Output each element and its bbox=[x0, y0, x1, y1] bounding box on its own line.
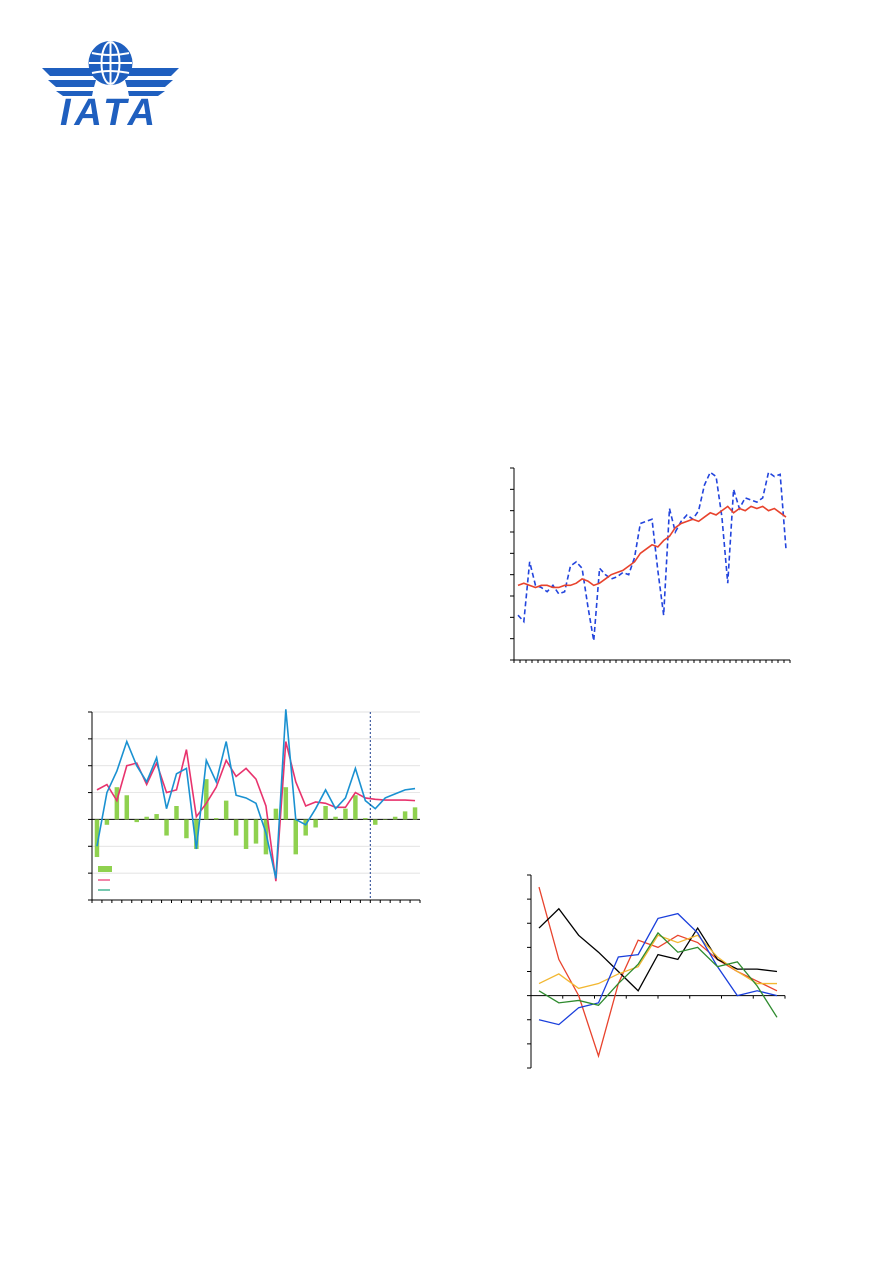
chart1-legend-bar-swatch bbox=[98, 866, 112, 872]
chart1-bar bbox=[273, 808, 279, 820]
chart1-bar bbox=[114, 787, 120, 820]
chart1-bar bbox=[392, 816, 398, 820]
chart1-bar bbox=[353, 795, 358, 820]
chart1-bar bbox=[104, 819, 110, 825]
chart3-series-line bbox=[538, 907, 778, 992]
chart1-bar bbox=[333, 816, 338, 820]
chart3-series-line bbox=[538, 934, 777, 990]
chart2-series-line bbox=[517, 470, 787, 641]
chart1-bar bbox=[373, 819, 378, 825]
chart1-bar bbox=[94, 819, 100, 858]
chart1-bar bbox=[184, 819, 189, 839]
chart3-axes bbox=[527, 874, 786, 1069]
chart1-bars bbox=[94, 779, 418, 858]
chart2-axes bbox=[510, 467, 791, 663]
chart2-lines bbox=[517, 470, 787, 641]
chart1-bar bbox=[204, 779, 209, 820]
chart1-bar bbox=[214, 818, 219, 820]
chart1-series-line bbox=[96, 709, 416, 879]
chart1-bar bbox=[233, 819, 239, 836]
chart1-bar bbox=[253, 819, 259, 844]
chart-bottom-right-lines bbox=[527, 874, 786, 1069]
chart3-series-line bbox=[538, 931, 778, 1018]
chart1-bar bbox=[382, 819, 388, 820]
chart1-bar bbox=[124, 795, 130, 820]
chart1-bar bbox=[243, 819, 249, 849]
iata-logo bbox=[38, 38, 183, 134]
chart1-bar bbox=[412, 807, 418, 820]
chart1-bar bbox=[293, 819, 298, 855]
chart1-bar bbox=[134, 819, 139, 823]
chart2-series-line bbox=[517, 505, 787, 589]
chart1-series-line bbox=[96, 741, 416, 882]
chart1-bar bbox=[323, 806, 328, 820]
chart3-series-line bbox=[538, 912, 778, 1026]
chart-bar-line bbox=[88, 709, 421, 903]
chart1-bar bbox=[194, 819, 199, 849]
chart1-bar bbox=[402, 811, 408, 820]
chart1-bar bbox=[174, 806, 179, 820]
logo-wordmark: IATA bbox=[60, 92, 160, 134]
chart3-lines bbox=[538, 886, 778, 1059]
chart1-legend bbox=[98, 866, 112, 891]
chart1-bar bbox=[263, 819, 269, 855]
chart1-lines bbox=[96, 709, 416, 882]
chart1-bar bbox=[154, 814, 159, 820]
chart1-axes bbox=[88, 711, 421, 903]
globe-wings-icon bbox=[42, 41, 179, 96]
chart3-series-line bbox=[538, 886, 778, 1059]
chart1-bar bbox=[313, 819, 318, 828]
chart1-bar bbox=[303, 819, 308, 836]
chart1-bar bbox=[343, 808, 348, 820]
chart1-bar bbox=[223, 800, 229, 820]
chart1-bar bbox=[283, 787, 289, 820]
chart1-bar bbox=[164, 819, 169, 836]
chart1-bar bbox=[363, 818, 368, 820]
chart-top-right-line bbox=[510, 467, 791, 663]
chart1-bar bbox=[144, 816, 149, 820]
